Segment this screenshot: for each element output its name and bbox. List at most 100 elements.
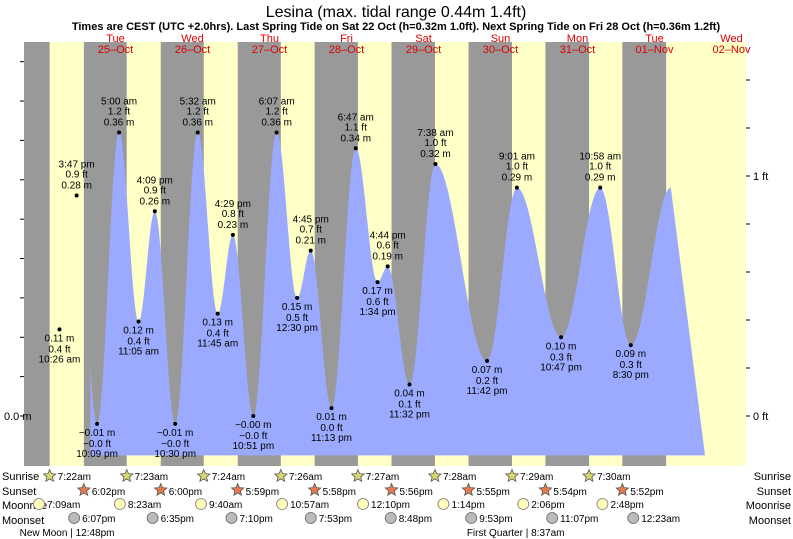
tide-point [95, 421, 100, 426]
moonrise-icon [276, 498, 289, 510]
tide-point [173, 421, 178, 426]
moonset-icon [225, 512, 238, 524]
tide-time-label: 6:47 am [338, 112, 374, 123]
tide-m-label: 0.04 m [394, 389, 425, 400]
tide-ft-label: −0.0 ft [161, 439, 189, 450]
tide-point [559, 335, 564, 340]
tide-point [230, 232, 235, 237]
tide-m-label: 0.10 m [546, 341, 577, 352]
tide-point [514, 185, 519, 190]
moon-phase-label: New Moon | 12:48pm [20, 528, 115, 539]
tide-ft-label: 1.0 ft [506, 162, 528, 173]
tide-m-label: 0.07 m [472, 365, 503, 376]
tide-time-label: 4:45 pm [293, 215, 329, 226]
tide-point [485, 358, 490, 363]
sunset-time: 5:55pm [476, 487, 509, 498]
day-date-label: 25–Oct [98, 44, 133, 56]
tide-point [57, 327, 62, 332]
tide-ft-label: 1.1 ft [345, 122, 367, 133]
tide-ft-label: 0.9 ft [144, 185, 166, 196]
tide-time-label: 5:32 am [180, 97, 216, 108]
row-label-sunrise-right: Sunrise [754, 471, 791, 483]
sunrise-star-icon [350, 468, 366, 483]
tide-point [74, 193, 79, 198]
sunrise-time: 7:26am [289, 472, 322, 483]
tide-m-label: 0.12 m [123, 326, 154, 337]
day-headers: Tue25–OctWed26–OctThu27–OctFri28–OctSat2… [98, 33, 751, 56]
sunset-star-icon [153, 482, 168, 497]
sunrise-star-icon [42, 468, 57, 483]
tide-m-label: 0.17 m [362, 286, 393, 297]
chart-subtitle: Times are CEST (UTC +2.0hrs). Last Sprin… [72, 21, 721, 33]
tide-time-label: 10:30 pm [154, 449, 196, 460]
tide-ft-label: 0.9 ft [66, 170, 88, 181]
tide-ft-label: 0.3 ft [620, 360, 642, 371]
row-label-sunset-left: Sunset [2, 486, 36, 498]
day-date-label: 02–Nov [713, 44, 751, 56]
tide-point [628, 343, 633, 348]
moonrise-time: 1:14pm [451, 500, 484, 511]
day-name-label: Tue [106, 33, 125, 45]
tide-ft-label: 1.0 ft [589, 162, 611, 173]
tide-m-label: −0.01 m [157, 428, 193, 439]
tide-ft-label: 0.8 ft [222, 209, 244, 220]
tide-time-label: 8:30 pm [613, 370, 649, 381]
sunrise-star-icon [119, 468, 134, 483]
moonset-time: 7:10pm [240, 514, 273, 525]
tide-ft-label: 0.1 ft [398, 400, 420, 411]
moonset-time: 7:53pm [319, 514, 352, 525]
tide-m-label: 0.36 m [104, 118, 135, 129]
sunrise-star-icon [581, 468, 597, 483]
sunrise-time: 7:24am [212, 472, 245, 483]
tide-m-label: 0.19 m [372, 251, 403, 262]
moonset-time: 8:48pm [399, 514, 432, 525]
moonset-icon [384, 512, 397, 524]
tide-time-label: 11:45 am [197, 339, 238, 350]
sunrise-star-icon [196, 468, 211, 483]
day-name-label: Sat [415, 33, 432, 45]
day-date-label: 29–Oct [406, 44, 441, 56]
moonset-time: 6:07pm [82, 514, 115, 525]
tide-ft-label: 0.4 ft [127, 337, 149, 348]
tide-ft-label: −0.0 ft [239, 431, 267, 442]
tide-point [195, 130, 200, 135]
moonrise-time: 12:10pm [371, 500, 410, 511]
tide-m-label: −0.01 m [79, 428, 115, 439]
sunset-time: 6:00pm [169, 487, 202, 498]
row-label-moonset-left: Moonset [2, 515, 44, 527]
tide-time-label: 11:13 pm [311, 433, 352, 444]
day-date-label: 26–Oct [175, 44, 210, 56]
row-label-moonset-right: Moonset [749, 515, 791, 527]
tide-point [598, 185, 603, 190]
moonrise-time: 10:57am [290, 500, 329, 511]
tide-point [308, 248, 313, 253]
moonrise-time: 7:09am [47, 500, 80, 511]
tide-time-label: 6:07 am [259, 97, 295, 108]
tide-m-label: 0.23 m [218, 220, 249, 231]
tide-time-label: 10:58 am [579, 152, 621, 163]
sunrise-time: 7:27am [366, 472, 399, 483]
axes: 0.0 m 0 ft 1 ft [4, 61, 768, 423]
tide-m-label: 0.11 m [45, 333, 75, 344]
tide-time-label: 4:09 pm [137, 175, 173, 186]
sunset-star-icon [538, 482, 553, 497]
sunset-time: 5:52pm [630, 487, 663, 498]
astro-rows: Sunrise Sunset Moonrise Moonset Sunrise … [2, 468, 791, 539]
tide-m-label: 0.01 m [316, 412, 347, 423]
sunset-time: 5:56pm [400, 487, 433, 498]
tide-ft-label: 0.6 ft [377, 240, 399, 251]
tide-m-label: 0.36 m [261, 118, 292, 129]
tide-point [136, 319, 141, 324]
sunset-star-icon [384, 482, 399, 497]
moonrise-icon [437, 498, 450, 510]
tide-ft-label: 0.5 ft [286, 313, 308, 324]
moonrise-time: 2:06pm [531, 500, 564, 511]
tide-point [433, 162, 438, 167]
tide-time-label: 4:29 pm [215, 199, 251, 210]
tide-ft-label: 0.7 ft [300, 225, 322, 236]
sunset-star-icon [76, 482, 91, 497]
moonset-time: 12:23am [641, 514, 680, 525]
tide-time-label: 3:47 pm [59, 160, 95, 171]
